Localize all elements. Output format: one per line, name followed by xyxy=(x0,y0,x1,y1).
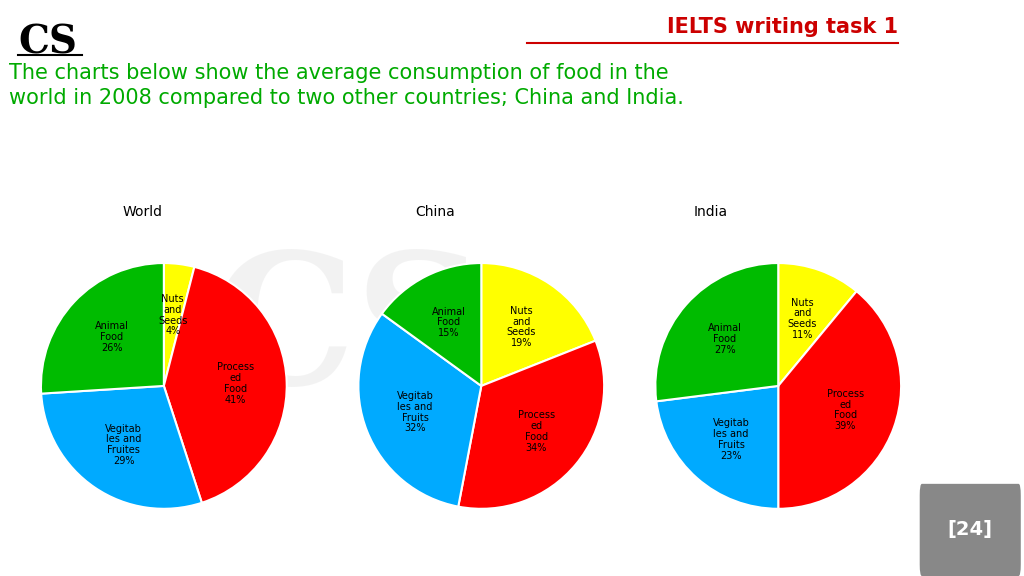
Text: Process
ed
Food
41%: Process ed Food 41% xyxy=(216,362,254,405)
Text: India: India xyxy=(693,205,727,219)
Text: CS: CS xyxy=(211,246,485,422)
Text: World: World xyxy=(122,205,162,219)
Wedge shape xyxy=(41,386,202,509)
Text: ielts.completesuccess.in: ielts.completesuccess.in xyxy=(958,173,972,345)
Text: Animal
Food
27%: Animal Food 27% xyxy=(708,323,741,355)
Wedge shape xyxy=(655,263,778,401)
Text: Vegitab
les and
Fruits
32%: Vegitab les and Fruits 32% xyxy=(396,391,433,433)
Text: Process
ed
Food
34%: Process ed Food 34% xyxy=(518,410,555,453)
Text: CS: CS xyxy=(18,23,78,61)
Wedge shape xyxy=(459,340,604,509)
Wedge shape xyxy=(164,267,287,503)
Wedge shape xyxy=(481,263,596,386)
FancyBboxPatch shape xyxy=(920,484,1021,576)
Text: Animal
Food
26%: Animal Food 26% xyxy=(95,321,129,353)
Text: The charts below show the average consumption of food in the
world in 2008 compa: The charts below show the average consum… xyxy=(9,63,684,108)
Wedge shape xyxy=(656,386,778,509)
Wedge shape xyxy=(778,263,856,386)
Text: Nuts
and
Seeds
11%: Nuts and Seeds 11% xyxy=(787,298,817,340)
Wedge shape xyxy=(778,291,901,509)
Text: Nuts
and
Seeds
19%: Nuts and Seeds 19% xyxy=(507,306,536,348)
Text: [24]: [24] xyxy=(948,521,992,539)
Text: Process
ed
Food
39%: Process ed Food 39% xyxy=(826,389,864,431)
Text: Nuts
and
Seeds
4%: Nuts and Seeds 4% xyxy=(158,294,187,336)
Text: IELTS writing task 1: IELTS writing task 1 xyxy=(667,17,898,37)
Text: China: China xyxy=(416,205,456,219)
Wedge shape xyxy=(358,314,481,507)
Text: Vegitab
les and
Fruites
29%: Vegitab les and Fruites 29% xyxy=(105,424,142,466)
Wedge shape xyxy=(164,263,195,386)
Text: Vegitab
les and
Fruits
23%: Vegitab les and Fruits 23% xyxy=(713,418,750,461)
Wedge shape xyxy=(41,263,164,393)
Wedge shape xyxy=(382,263,481,386)
Text: Animal
Food
15%: Animal Food 15% xyxy=(432,306,466,338)
